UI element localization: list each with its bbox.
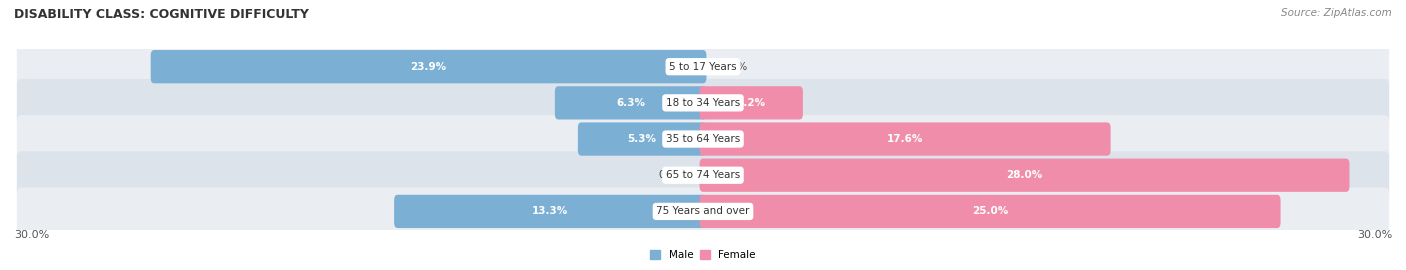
FancyBboxPatch shape — [17, 188, 1389, 235]
Text: 5.3%: 5.3% — [627, 134, 657, 144]
Text: 25.0%: 25.0% — [972, 206, 1008, 217]
FancyBboxPatch shape — [17, 43, 1389, 90]
FancyBboxPatch shape — [700, 195, 1281, 228]
Text: 30.0%: 30.0% — [14, 230, 49, 239]
Text: 4.2%: 4.2% — [737, 98, 766, 108]
Text: 28.0%: 28.0% — [1007, 170, 1043, 180]
FancyBboxPatch shape — [17, 115, 1389, 163]
Text: 35 to 64 Years: 35 to 64 Years — [666, 134, 740, 144]
FancyBboxPatch shape — [150, 50, 706, 83]
FancyBboxPatch shape — [700, 122, 1111, 156]
Text: 6.3%: 6.3% — [616, 98, 645, 108]
FancyBboxPatch shape — [578, 122, 706, 156]
FancyBboxPatch shape — [555, 86, 706, 120]
FancyBboxPatch shape — [17, 151, 1389, 199]
Text: 13.3%: 13.3% — [531, 206, 568, 217]
Text: 17.6%: 17.6% — [887, 134, 924, 144]
FancyBboxPatch shape — [17, 79, 1389, 127]
Text: 65 to 74 Years: 65 to 74 Years — [666, 170, 740, 180]
Text: Source: ZipAtlas.com: Source: ZipAtlas.com — [1281, 8, 1392, 18]
Text: 23.9%: 23.9% — [411, 62, 447, 72]
Text: 75 Years and over: 75 Years and over — [657, 206, 749, 217]
FancyBboxPatch shape — [394, 195, 706, 228]
Text: 0.0%: 0.0% — [721, 62, 748, 72]
Text: 30.0%: 30.0% — [1357, 230, 1392, 239]
FancyBboxPatch shape — [700, 86, 803, 120]
Text: 5 to 17 Years: 5 to 17 Years — [669, 62, 737, 72]
Text: 18 to 34 Years: 18 to 34 Years — [666, 98, 740, 108]
Text: 0.0%: 0.0% — [658, 170, 685, 180]
Text: DISABILITY CLASS: COGNITIVE DIFFICULTY: DISABILITY CLASS: COGNITIVE DIFFICULTY — [14, 8, 309, 21]
Legend: Male, Female: Male, Female — [645, 246, 761, 264]
FancyBboxPatch shape — [700, 158, 1350, 192]
